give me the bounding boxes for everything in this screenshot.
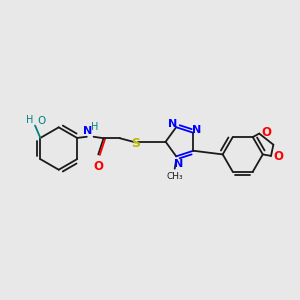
Text: CH₃: CH₃ bbox=[167, 172, 183, 181]
Text: N: N bbox=[168, 119, 177, 129]
Text: N: N bbox=[83, 126, 92, 136]
Text: O: O bbox=[261, 126, 271, 139]
Text: O: O bbox=[273, 150, 284, 163]
Text: O: O bbox=[93, 160, 103, 173]
Text: H: H bbox=[26, 115, 34, 125]
Text: N: N bbox=[192, 125, 202, 135]
Text: O: O bbox=[37, 116, 45, 126]
Text: H: H bbox=[91, 122, 98, 132]
Text: N: N bbox=[174, 159, 183, 169]
Text: S: S bbox=[131, 137, 140, 150]
